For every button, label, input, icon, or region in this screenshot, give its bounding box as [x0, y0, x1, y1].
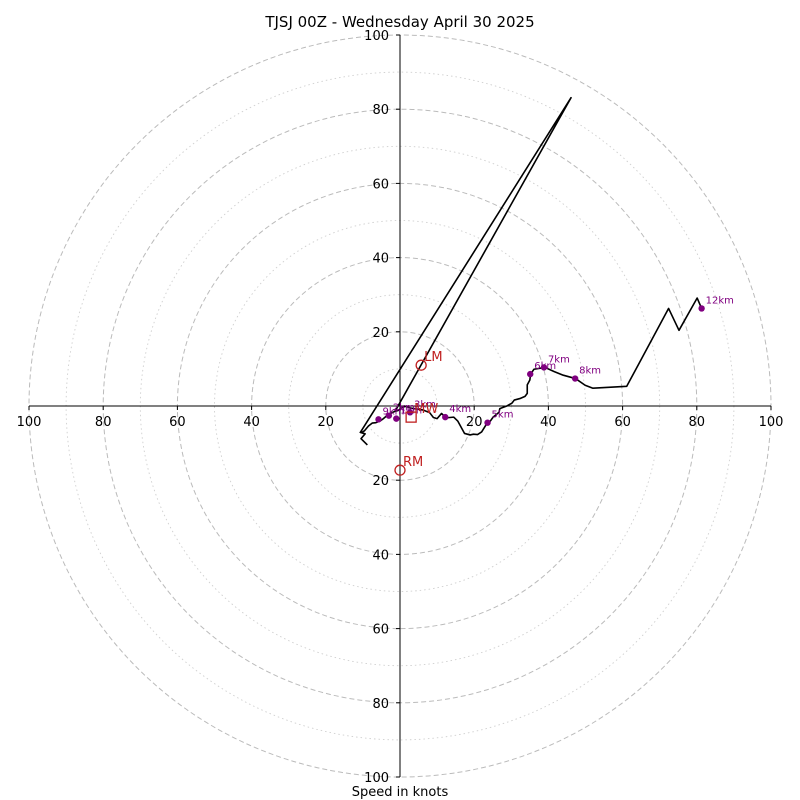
storm-motion-lm-label: LM [424, 350, 442, 365]
storm-motions: LM RM MW [394, 350, 443, 476]
storm-motion-rm-marker [394, 464, 406, 476]
height-marker-9km [375, 416, 382, 423]
y-tick-label: 40 [372, 548, 389, 563]
height-marker-2km [385, 412, 393, 419]
x-tick-label: 20 [318, 415, 335, 430]
chart-title: TJSJ 00Z - Wednesday April 30 2025 [264, 13, 534, 31]
storm-motion-mw-label: MW [414, 402, 438, 417]
y-tick-label: 20 [372, 326, 389, 341]
upper-wind-spike-line [359, 96, 572, 434]
height-label-9km: 9km [382, 406, 404, 417]
height-label-3km: 3km [414, 399, 436, 410]
storm-motion-lm-marker [415, 359, 427, 371]
x-tick-label: 40 [540, 415, 557, 430]
y-tick-label: 60 [372, 623, 389, 638]
y-tick-label: 80 [372, 697, 389, 712]
tick-labels: 100 80 60 40 20 20 40 60 80 100 100 80 60 40 20 20 40 60 8… [17, 29, 784, 786]
height-marker-7km [540, 364, 548, 371]
height-label-7km: 7km [548, 354, 570, 365]
hodograph-trace [359, 96, 703, 446]
height-label-2km: 2km [393, 403, 415, 414]
height-label-8km: 8km [579, 366, 601, 377]
height-label-5km: 5km [492, 410, 514, 421]
storm-motion-rm-label: RM [403, 455, 423, 470]
y-tick-label: 100 [364, 29, 389, 44]
height-marker-4km [442, 413, 449, 421]
x-tick-label: 80 [95, 415, 112, 430]
y-tick-label: 100 [364, 771, 389, 786]
y-tick-label: 60 [372, 177, 389, 192]
height-marker-5km [484, 419, 491, 426]
height-label-4km: 4km [449, 404, 471, 415]
y-tick-label: 80 [372, 103, 389, 118]
height-marker-6km [527, 370, 534, 378]
x-axis-label: Speed in knots [352, 785, 449, 800]
height-marker-1km [393, 415, 400, 422]
x-tick-label: 100 [17, 415, 42, 430]
height-label-12km: 12km [706, 295, 734, 306]
y-tick-label: 40 [372, 252, 389, 267]
x-tick-label: 80 [689, 415, 706, 430]
wind-trace-line [360, 297, 703, 446]
height-marker-12km [698, 305, 705, 312]
x-tick-label: 60 [169, 415, 186, 430]
x-tick-label: 20 [466, 415, 483, 430]
storm-motion-mw-marker [405, 411, 417, 423]
axes [29, 35, 771, 777]
y-tick-label: 20 [372, 474, 389, 489]
x-tick-label: 100 [759, 415, 784, 430]
height-markers: 1km2km3km4km5km6km7km8km9km12km [375, 295, 734, 426]
x-tick-label: 60 [614, 415, 631, 430]
height-marker-8km [571, 375, 579, 382]
x-tick-label: 40 [243, 415, 260, 430]
